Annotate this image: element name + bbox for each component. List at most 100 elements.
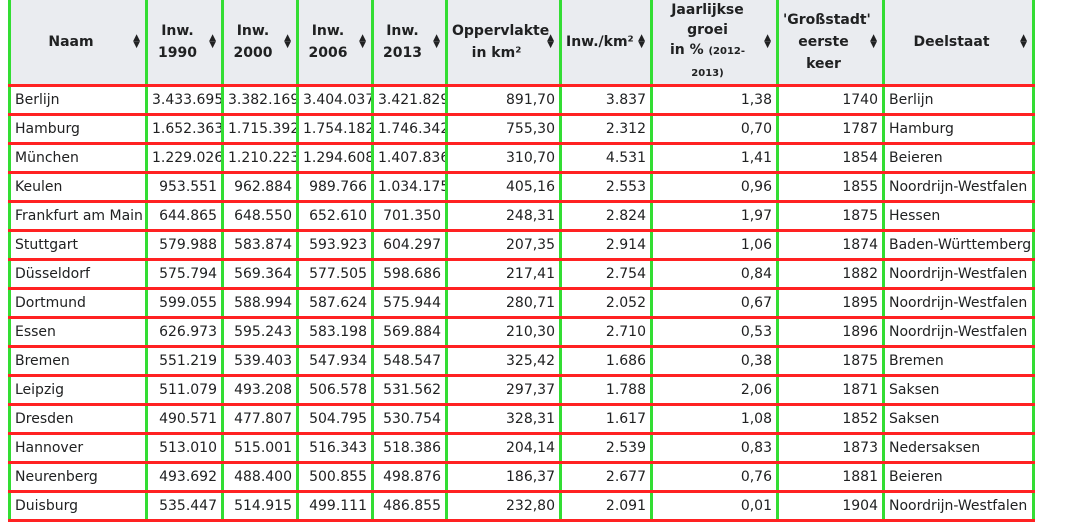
cell-inw1990: 535.447	[145, 491, 224, 522]
cell-inw2013: 1.746.342	[371, 114, 448, 145]
cell-oppervlakte: 248,31	[445, 201, 562, 232]
col-header-inw2000[interactable]: Inw. 2000 ▲ ▼	[221, 0, 299, 87]
sort-arrows-icon: ▲ ▼	[433, 33, 440, 50]
cell-groei: 0,96	[650, 172, 779, 203]
cell-inw2006: 652.610	[296, 201, 374, 232]
cell-inw2000: 3.382.169	[221, 85, 299, 116]
col-header-inw1990[interactable]: Inw. 1990 ▲ ▼	[145, 0, 224, 87]
cell-groei: 0,67	[650, 288, 779, 319]
cell-inw1990: 490.571	[145, 404, 224, 435]
cell-inw1990: 513.010	[145, 433, 224, 464]
cell-inw2013: 598.686	[371, 259, 448, 290]
cell-naam: Hamburg	[8, 114, 148, 145]
cell-dichtheid: 2.052	[559, 288, 653, 319]
cell-inw2006: 3.404.037	[296, 85, 374, 116]
col-header-grossstadt[interactable]: 'Großstadt' eerste keer ▲ ▼	[776, 0, 885, 87]
cell-dichtheid: 1.788	[559, 375, 653, 406]
col-header-deelstaat[interactable]: Deelstaat ▲ ▼	[882, 0, 1035, 87]
cell-oppervlakte: 217,41	[445, 259, 562, 290]
cell-dichtheid: 2.754	[559, 259, 653, 290]
cell-deelstaat: Baden-Württemberg	[882, 230, 1035, 261]
cell-inw1990: 579.988	[145, 230, 224, 261]
cell-dichtheid: 4.531	[559, 143, 653, 174]
cell-inw2006: 499.111	[296, 491, 374, 522]
cell-grossstadt: 1787	[776, 114, 885, 145]
cell-oppervlakte: 891,70	[445, 85, 562, 116]
col-header-label: 2006	[308, 45, 348, 61]
cell-deelstaat: Saksen	[882, 404, 1035, 435]
cell-inw2000: 1.210.223	[221, 143, 299, 174]
col-header-inw2013[interactable]: Inw. 2013 ▲ ▼	[371, 0, 448, 87]
col-header-label: in km²	[471, 45, 522, 61]
cell-naam: München	[8, 143, 148, 174]
col-header-label: in %	[669, 42, 704, 58]
cell-oppervlakte: 232,80	[445, 491, 562, 522]
cell-deelstaat: Noordrijn-Westfalen	[882, 172, 1035, 203]
col-header-label: Naam	[48, 34, 94, 50]
cell-dichtheid: 2.539	[559, 433, 653, 464]
cell-groei: 0,38	[650, 346, 779, 377]
col-header-inw2006[interactable]: Inw. 2006 ▲ ▼	[296, 0, 374, 87]
col-header-label: Inw./km²	[566, 34, 634, 50]
cell-dichtheid: 2.824	[559, 201, 653, 232]
cell-dichtheid: 1.686	[559, 346, 653, 377]
cell-dichtheid: 3.837	[559, 85, 653, 116]
col-header-dichtheid[interactable]: Inw./km² ▲ ▼	[559, 0, 653, 87]
cell-grossstadt: 1875	[776, 346, 885, 377]
cell-grossstadt: 1871	[776, 375, 885, 406]
cell-inw2000: 539.403	[221, 346, 299, 377]
col-header-naam[interactable]: Naam ▲ ▼	[8, 0, 148, 87]
cell-naam: Frankfurt am Main	[8, 201, 148, 232]
header-row: Naam ▲ ▼ Inw. 1990 ▲ ▼ Inw. 2000 ▲ ▼ Inw. 2…	[8, 0, 1035, 87]
cell-inw1990: 493.692	[145, 462, 224, 493]
cell-naam: Stuttgart	[8, 230, 148, 261]
cell-dichtheid: 2.914	[559, 230, 653, 261]
cell-inw1990: 1.229.026	[145, 143, 224, 174]
cell-deelstaat: Beieren	[882, 462, 1035, 493]
cell-oppervlakte: 204,14	[445, 433, 562, 464]
cell-inw2013: 604.297	[371, 230, 448, 261]
table-row: Hamburg 1.652.363 1.715.392 1.754.182 1.746.…	[8, 114, 1035, 145]
cell-inw2013: 701.350	[371, 201, 448, 232]
cities-table: Naam ▲ ▼ Inw. 1990 ▲ ▼ Inw. 2000 ▲ ▼ Inw. 2…	[8, 0, 1035, 522]
cell-groei: 1,38	[650, 85, 779, 116]
col-header-label: Inw.	[311, 23, 345, 39]
sort-arrows-icon: ▲ ▼	[359, 33, 366, 50]
sort-arrows-icon: ▲ ▼	[764, 33, 771, 50]
cell-inw1990: 599.055	[145, 288, 224, 319]
col-header-groei[interactable]: Jaarlijkse groei in % (2012-2013) ▲ ▼	[650, 0, 779, 87]
cell-deelstaat: Noordrijn-Westfalen	[882, 288, 1035, 319]
col-header-label: 2000	[233, 45, 273, 61]
cell-naam: Keulen	[8, 172, 148, 203]
table-row: Berlijn 3.433.695 3.382.169 3.404.037 3.421.…	[8, 85, 1035, 116]
cell-oppervlakte: 328,31	[445, 404, 562, 435]
cell-inw2013: 530.754	[371, 404, 448, 435]
cell-inw1990: 3.433.695	[145, 85, 224, 116]
table-row: Neurenberg 493.692 488.400 500.855 498.876 18…	[8, 462, 1035, 493]
cell-dichtheid: 2.553	[559, 172, 653, 203]
sort-arrows-icon: ▲ ▼	[284, 33, 291, 50]
cell-grossstadt: 1852	[776, 404, 885, 435]
col-header-oppervlakte[interactable]: Oppervlakte in km² ▲ ▼	[445, 0, 562, 87]
col-header-label: groei	[687, 22, 728, 38]
cell-grossstadt: 1904	[776, 491, 885, 522]
cell-inw2006: 1.754.182	[296, 114, 374, 145]
cell-inw2013: 548.547	[371, 346, 448, 377]
col-header-label: Inw.	[161, 23, 194, 39]
cell-naam: Dortmund	[8, 288, 148, 319]
cell-deelstaat: Hamburg	[882, 114, 1035, 145]
cell-dichtheid: 2.677	[559, 462, 653, 493]
cell-inw2013: 498.876	[371, 462, 448, 493]
cell-dichtheid: 1.617	[559, 404, 653, 435]
cell-inw2013: 569.884	[371, 317, 448, 348]
table-row: Stuttgart 579.988 583.874 593.923 604.297 207…	[8, 230, 1035, 261]
cell-naam: Duisburg	[8, 491, 148, 522]
cell-groei: 0,76	[650, 462, 779, 493]
cell-groei: 0,53	[650, 317, 779, 348]
cell-groei: 1,06	[650, 230, 779, 261]
cell-inw2000: 477.807	[221, 404, 299, 435]
cell-inw2006: 504.795	[296, 404, 374, 435]
cell-naam: Bremen	[8, 346, 148, 377]
cell-groei: 0,01	[650, 491, 779, 522]
cell-inw2013: 531.562	[371, 375, 448, 406]
